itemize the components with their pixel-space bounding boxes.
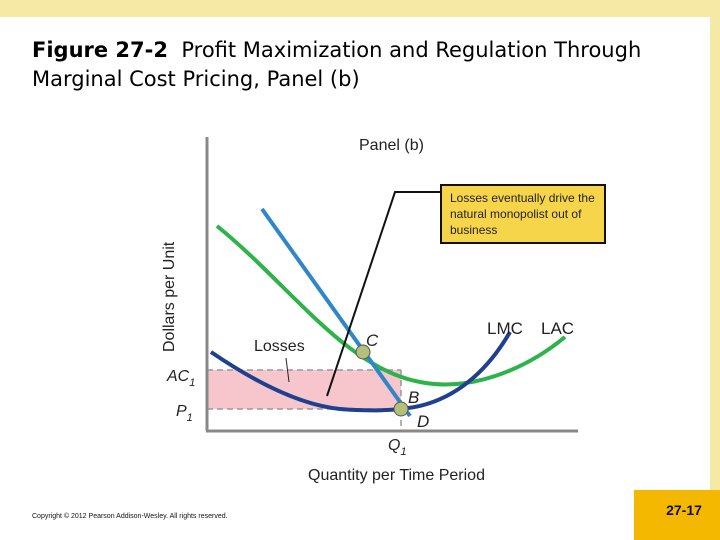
panel-label: Panel (b) <box>359 137 424 154</box>
lmc-curve <box>209 330 512 413</box>
losses-label: Losses <box>254 338 305 355</box>
copyright-notice: Copyright © 2012 Pearson Addison-Wesley.… <box>32 513 228 520</box>
ac1-label: AC1 <box>166 368 195 389</box>
slide-title: Figure 27-2 Profit Maximization and Regu… <box>32 36 692 94</box>
p1-label: P1 <box>176 403 193 424</box>
callout-pointer <box>326 191 440 397</box>
x-axis-label: Quantity per Time Period <box>308 467 485 484</box>
figure-title: Profit Maximization and Regulation Throu… <box>32 38 642 91</box>
lmc-label: LMC <box>487 319 523 338</box>
top-frame-band <box>0 0 720 17</box>
callout-box: Losses eventually drive the natural mono… <box>440 184 606 244</box>
label-d: D <box>417 412 429 431</box>
lac-curve <box>215 224 567 387</box>
lac-label: LAC <box>541 319 574 338</box>
right-frame-band <box>710 0 720 540</box>
y-axis-label: Dollars per Unit <box>161 241 178 352</box>
losses-area <box>207 370 401 409</box>
figure-number: Figure 27-2 <box>32 38 168 62</box>
point-b <box>393 401 409 417</box>
q1-label: Q1 <box>388 437 407 458</box>
label-c: C <box>366 331 379 350</box>
demand-curve <box>260 207 412 418</box>
point-c <box>355 344 371 360</box>
label-b: B <box>408 388 419 407</box>
losses-pointer <box>285 357 290 383</box>
slide-number-badge: 27-17 <box>634 490 720 540</box>
